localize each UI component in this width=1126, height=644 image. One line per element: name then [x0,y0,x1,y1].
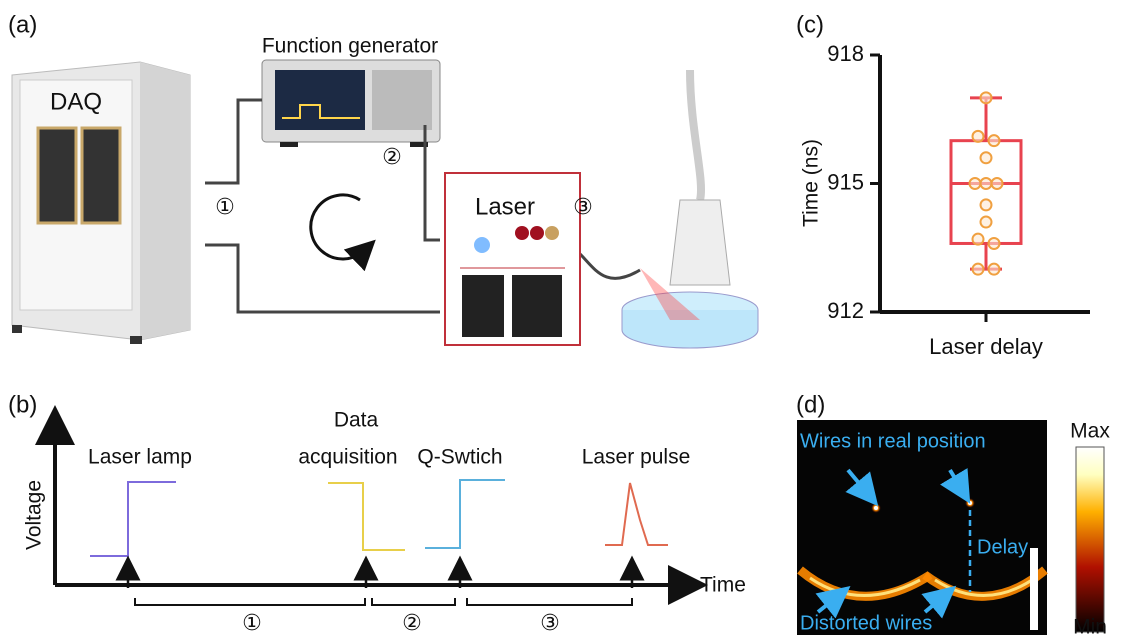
laser-device [444,172,581,346]
data-point [990,177,1004,190]
laser-label: Laser [475,193,535,220]
colorbar-label: Max [1070,420,1110,443]
event-arrows [115,555,645,588]
panel-label: (a) [8,11,37,38]
axis-label: Time [700,574,746,597]
data-point [987,134,1001,148]
panel-label: (c) [796,11,824,38]
data-point [971,232,985,246]
y-tick-label: 915 [827,169,864,194]
event-label: acquisition [298,446,397,469]
colorbar-label: Min [1073,616,1107,639]
data-point [979,151,993,165]
function-generator [261,59,441,147]
annotation: Delay [977,536,1028,558]
timing-axes [35,405,708,605]
event-label: Laser pulse [582,446,691,469]
axis-label: Voltage [23,480,46,550]
probe-and-dish [621,69,759,349]
signals [90,479,668,557]
step-number: ③ [573,195,593,220]
colorbar [1075,446,1105,633]
annotation: Wires in real position [800,430,986,452]
device-label: Function generator [262,35,438,58]
box [949,139,1023,245]
box-chart: 912 915 918 Laser delay [827,41,1090,359]
image [797,420,1048,635]
y-tick-label: 918 [827,41,864,66]
data-point [971,262,985,276]
event-label: Data [334,409,379,432]
step-number: ① [215,195,235,220]
interval-number: ③ [540,611,560,636]
x-tick-label: Laser delay [929,334,1043,359]
daq-device [11,61,191,344]
step-number: ② [382,145,402,170]
event-label: Q-Swtich [417,446,502,469]
interval-number: ② [402,611,422,636]
daq-label: DAQ [50,88,102,115]
interval-brackets [134,598,633,606]
panel-label: (b) [8,391,37,418]
data-point [987,236,1001,250]
data-point [979,177,993,190]
interval-number: ① [242,611,262,636]
data-point [979,198,993,212]
data-point [968,177,982,190]
annotation: Distorted wires [800,612,932,634]
data-point [971,129,985,143]
y-tick-label: 912 [827,298,864,323]
data-point [979,91,993,105]
cycle-arrow [309,193,376,272]
data-point [979,215,993,229]
y-axis-label: Time (ns) [800,139,823,227]
event-label: Laser lamp [88,446,192,469]
panel-label: (d) [796,391,825,418]
data-point [987,262,1001,276]
